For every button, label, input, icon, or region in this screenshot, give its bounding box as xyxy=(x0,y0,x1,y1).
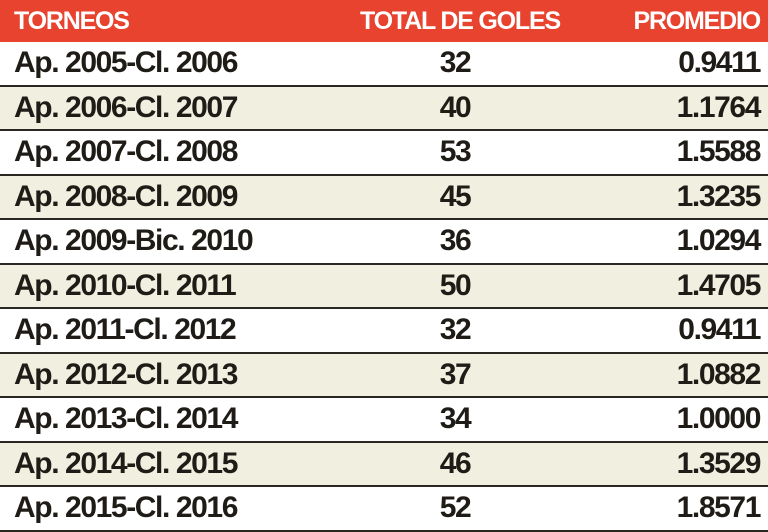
table-row: Ap. 2012-Cl. 2013 37 1.0882 xyxy=(0,353,768,398)
cell-goles: 34 xyxy=(439,402,472,436)
cell-promedio: 1.8571 xyxy=(676,491,762,525)
cell-goles: 32 xyxy=(439,313,472,347)
table-body: Ap. 2005-Cl. 2006 32 0.9411 Ap. 2006-Cl. 20… xyxy=(0,42,768,532)
cell-promedio: 0.9411 xyxy=(678,46,761,80)
table-row: Ap. 2014-Cl. 2015 46 1.3529 xyxy=(0,442,768,487)
table-row: Ap. 2006-Cl. 2007 40 1.1764 xyxy=(0,86,768,131)
cell-torneo: Ap. 2010-Cl. 2011 xyxy=(14,268,237,302)
table-row: Ap. 2015-Cl. 2016 52 1.8571 xyxy=(0,487,768,532)
cell-promedio: 1.1764 xyxy=(676,90,762,124)
table-row: Ap. 2009-Bic. 2010 36 1.0294 xyxy=(0,220,768,265)
header-total-goles: TOTAL DE GOLES xyxy=(360,6,561,35)
table-row: Ap. 2007-Cl. 2008 53 1.5588 xyxy=(0,131,768,176)
table-header: TORNEOS TOTAL DE GOLES PROMEDIO xyxy=(0,0,768,42)
cell-torneo: Ap. 2006-Cl. 2007 xyxy=(14,90,238,124)
cell-promedio: 0.9411 xyxy=(678,313,761,347)
cell-promedio: 1.0294 xyxy=(676,224,762,258)
cell-goles: 45 xyxy=(439,179,472,213)
table-row: Ap. 2013-Cl. 2014 34 1.0000 xyxy=(0,398,768,443)
cell-torneo: Ap. 2008-Cl. 2009 xyxy=(14,179,238,213)
table-row: Ap. 2011-Cl. 2012 32 0.9411 xyxy=(0,309,768,354)
cell-goles: 53 xyxy=(439,135,472,169)
table-row: Ap. 2010-Cl. 2011 50 1.4705 xyxy=(0,264,768,309)
cell-promedio: 1.4705 xyxy=(676,268,762,302)
cell-torneo: Ap. 2012-Cl. 2013 xyxy=(14,357,238,391)
cell-torneo: Ap. 2007-Cl. 2008 xyxy=(14,135,238,169)
table-row: Ap. 2008-Cl. 2009 45 1.3235 xyxy=(0,175,768,220)
cell-goles: 32 xyxy=(439,46,472,80)
cell-torneo: Ap. 2015-Cl. 2016 xyxy=(14,491,238,525)
cell-goles: 37 xyxy=(439,357,472,391)
cell-goles: 46 xyxy=(439,446,472,480)
cell-goles: 52 xyxy=(439,491,472,525)
cell-promedio: 1.5588 xyxy=(676,135,762,169)
cell-torneo: Ap. 2011-Cl. 2012 xyxy=(14,313,237,347)
cell-promedio: 1.0000 xyxy=(676,402,762,436)
header-promedio: PROMEDIO xyxy=(633,6,761,35)
cell-torneo: Ap. 2013-Cl. 2014 xyxy=(14,402,238,436)
cell-promedio: 1.3235 xyxy=(676,179,762,213)
cell-goles: 36 xyxy=(439,224,472,258)
cell-promedio: 1.0882 xyxy=(676,357,762,391)
cell-torneo: Ap. 2005-Cl. 2006 xyxy=(14,46,238,80)
table-row: Ap. 2005-Cl. 2006 32 0.9411 xyxy=(0,42,768,87)
header-torneos: TORNEOS xyxy=(14,6,130,35)
cell-goles: 40 xyxy=(439,90,472,124)
cell-torneo: Ap. 2014-Cl. 2015 xyxy=(14,446,238,480)
cell-torneo: Ap. 2009-Bic. 2010 xyxy=(14,224,254,258)
cell-goles: 50 xyxy=(439,268,472,302)
cell-promedio: 1.3529 xyxy=(676,446,762,480)
